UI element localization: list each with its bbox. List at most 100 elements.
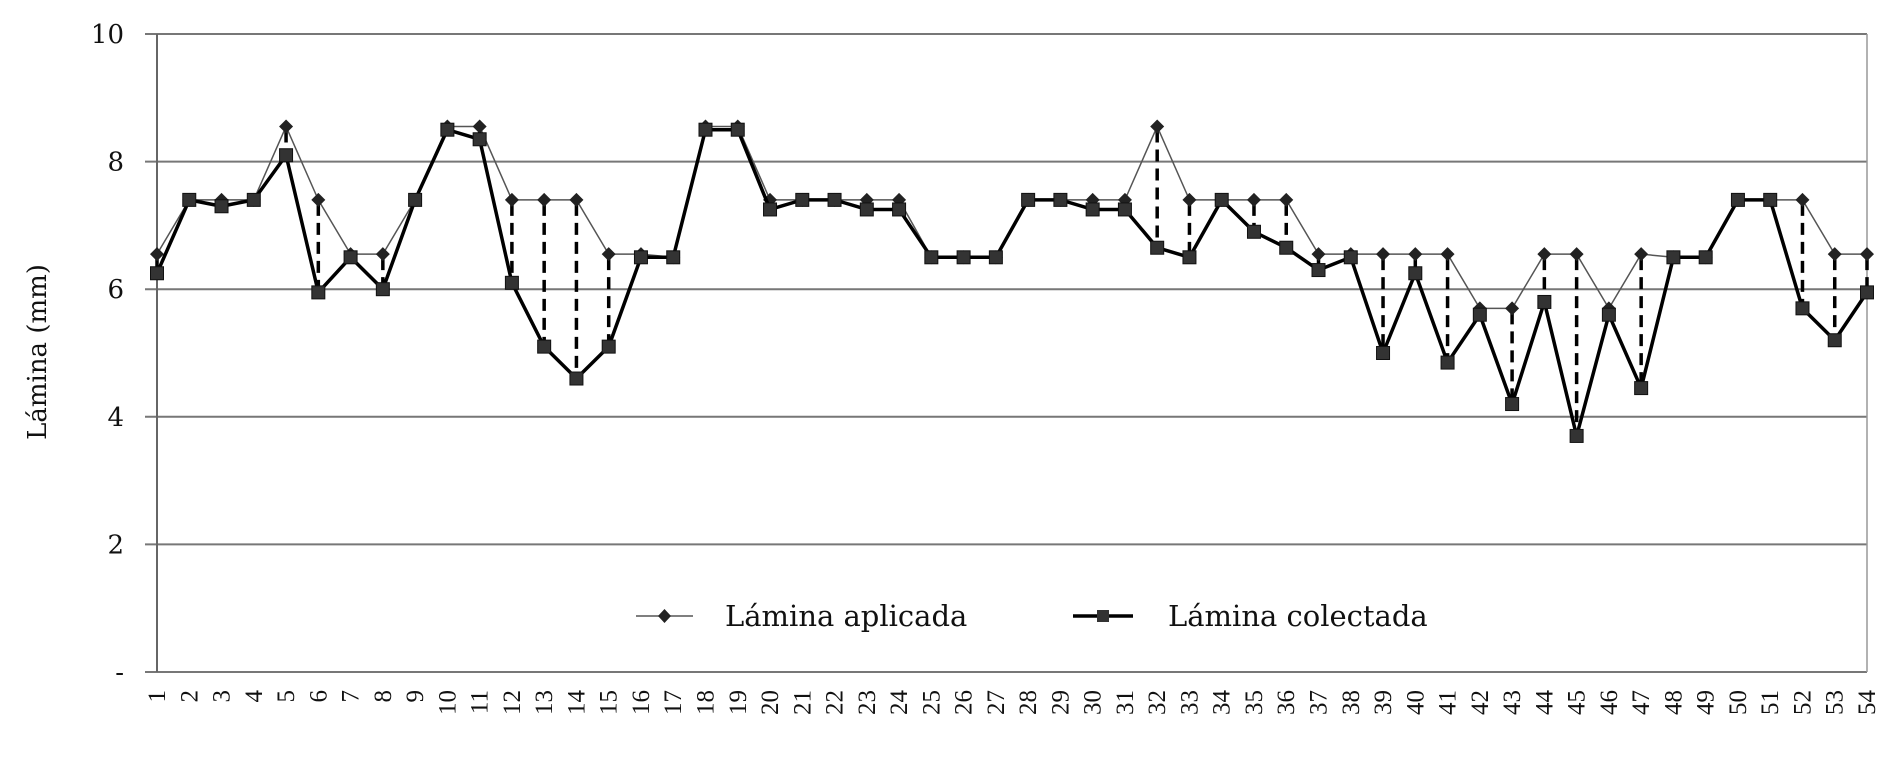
square-marker-icon [1053,192,1068,207]
x-tick-label: 32 [1144,690,1171,715]
square-marker-icon [440,122,455,137]
diamond-marker-icon [150,247,164,262]
x-tick-label: 22 [822,690,849,715]
square-marker-icon [1860,285,1874,300]
square-marker-icon [1182,250,1197,265]
square-marker-icon [988,250,1003,265]
square-marker-icon [859,202,874,217]
legend-label-colectada: Lámina colectada [1168,599,1428,633]
square-marker-icon [1601,307,1616,322]
square-marker-icon [1569,428,1584,443]
x-tick-label: 49 [1693,690,1720,715]
square-marker-icon [795,192,810,207]
square-marker-icon [1214,192,1229,207]
square-marker-icon [1666,250,1681,265]
x-tick-label: 5 [273,690,300,703]
diamond-marker-icon [504,192,519,207]
x-tick-label: 2 [176,690,203,703]
x-tick-label: 18 [692,690,719,715]
x-axis-labels: 1 2 3 4 5 6 7 8 9 10 11 12 13 14 15 16 17 18 19 20 21 22 23 24 2… [144,690,1881,716]
square-marker-icon [763,202,778,217]
y-tick-label: 6 [107,275,124,305]
square-marker-icon [633,250,648,265]
x-tick-label: 44 [1531,690,1558,716]
x-tick-label: 36 [1273,690,1300,715]
diamond-marker-icon [1376,247,1391,262]
square-marker-icon [1150,240,1165,255]
diamond-marker-icon [658,609,671,623]
x-tick-label: 3 [209,690,236,703]
x-tick-label: 28 [1015,690,1042,715]
square-marker-icon [601,339,616,354]
x-tick-label: 42 [1467,690,1494,715]
x-tick-label: 26 [951,690,978,715]
x-tick-label: 53 [1822,690,1849,715]
data-series [150,119,1874,443]
series-colectada [150,122,1874,443]
square-marker-icon [408,192,423,207]
square-marker-icon [311,285,326,300]
x-tick-label: 1 [144,690,171,703]
legend-label-aplicada: Lámina aplicada [725,599,967,633]
square-marker-icon [569,371,584,386]
x-tick-label: 15 [596,690,623,715]
square-marker-icon [343,250,358,265]
square-marker-icon [1279,240,1294,255]
x-tick-label: 50 [1725,690,1752,715]
square-marker-icon [1472,307,1487,322]
x-tick-label: 24 [886,690,913,716]
gridlines [145,33,1867,673]
x-tick-label: 48 [1660,690,1687,715]
legend-item-aplicada: Lámina aplicada [636,599,967,633]
square-marker-icon [1246,224,1261,239]
square-marker-icon [182,192,197,207]
series-line [156,125,1867,310]
x-tick-label: 33 [1176,690,1203,715]
x-tick-label: 12 [499,690,526,715]
diamond-marker-icon [279,119,294,134]
square-marker-icon [1827,333,1842,348]
diamond-marker-icon [1182,192,1197,207]
x-tick-label: 29 [1047,690,1074,715]
square-marker-icon [956,250,971,265]
x-tick-label: 19 [725,690,752,715]
x-tick-label: 37 [1306,690,1333,715]
square-marker-icon [1085,202,1100,217]
square-marker-icon [1408,266,1423,281]
x-tick-label: 43 [1499,690,1526,715]
diamond-marker-icon [569,192,584,207]
y-tick-label: - [115,658,124,688]
x-tick-label: 27 [983,690,1010,715]
plot-frame [156,34,1868,672]
square-marker-icon [1440,355,1455,370]
x-tick-label: 34 [1209,690,1236,716]
x-tick-label: 7 [338,690,365,703]
y-tick-label: 2 [107,530,124,560]
diamond-marker-icon [537,192,552,207]
square-marker-icon [375,282,390,297]
square-marker-icon [1730,192,1745,207]
square-marker-icon [1097,610,1109,622]
diamond-marker-icon [1279,192,1294,207]
x-tick-label: 46 [1596,690,1623,715]
diamond-marker-icon [1311,247,1326,262]
drop-lines [155,130,1869,432]
square-marker-icon [730,122,745,137]
x-tick-label: 8 [370,690,397,703]
square-marker-icon [246,192,261,207]
x-tick-label: 13 [531,690,558,715]
y-axis-title: Lámina (mm) [23,264,53,440]
diamond-marker-icon [1440,247,1455,262]
y-tick-label: 8 [107,148,124,178]
square-marker-icon [472,132,487,147]
diamond-marker-icon [1408,247,1423,262]
square-marker-icon [1537,294,1552,309]
legend: Lámina aplicada Lámina colectada [636,599,1428,633]
diamond-marker-icon [1860,247,1874,262]
x-tick-label: 21 [789,690,816,715]
diamond-marker-icon [1634,247,1649,262]
square-marker-icon [150,266,164,281]
square-marker-icon [1634,381,1649,396]
square-marker-icon [827,192,842,207]
